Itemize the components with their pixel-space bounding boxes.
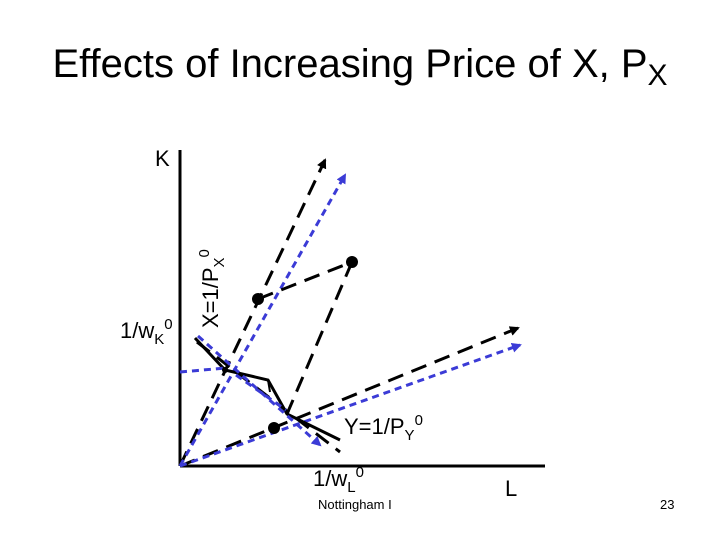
title-main: Effects of Increasing Price of X, P bbox=[52, 42, 648, 86]
y-isoquant-label: Y=1/PY0 bbox=[344, 412, 423, 444]
y-iso-sub: Y bbox=[404, 427, 415, 444]
wl-sub: L bbox=[347, 479, 356, 496]
title-subscript: X bbox=[647, 59, 668, 92]
wl-sup: 0 bbox=[355, 464, 364, 481]
wk-intercept-label: 1/wK0 bbox=[120, 316, 173, 348]
page-title: Effects of Increasing Price of X, PX bbox=[0, 42, 720, 92]
y-ray-blue bbox=[179, 342, 522, 468]
wk-sub: K bbox=[154, 331, 165, 348]
y-iso-sup: 0 bbox=[414, 412, 423, 429]
page-number: 23 bbox=[660, 497, 675, 512]
footer-source: Nottingham I bbox=[318, 497, 392, 512]
wl-base: 1/w bbox=[313, 466, 348, 491]
l-axis-label: L bbox=[505, 476, 518, 501]
x-iso-base: X=1/P bbox=[198, 267, 223, 328]
point-c bbox=[268, 422, 280, 434]
y-iso-base: Y=1/P bbox=[344, 414, 405, 439]
point-b bbox=[346, 256, 358, 268]
wl-intercept-label: 1/wL0 bbox=[313, 464, 364, 496]
isocost-blue-3 bbox=[179, 366, 227, 374]
wk-sup: 0 bbox=[164, 316, 173, 333]
x-expansion-link bbox=[257, 260, 353, 301]
x-isoquant-label: X=1/PX0 bbox=[196, 228, 244, 328]
k-axis-label: K bbox=[155, 146, 170, 171]
wk-base: 1/w bbox=[120, 318, 155, 343]
point-a bbox=[252, 293, 264, 305]
point-d bbox=[222, 367, 228, 373]
y-ray-black bbox=[179, 326, 520, 468]
x-ray-blue bbox=[178, 173, 347, 467]
x-iso-sub: X bbox=[211, 257, 228, 268]
isocost-blue-1 bbox=[197, 334, 322, 447]
isoquant-tick-1 bbox=[267, 379, 271, 393]
x-expansion-path bbox=[285, 261, 354, 415]
x-ray-black bbox=[178, 158, 327, 467]
isocost-blue-2 bbox=[235, 373, 287, 412]
x-iso-sup: 0 bbox=[196, 249, 213, 258]
